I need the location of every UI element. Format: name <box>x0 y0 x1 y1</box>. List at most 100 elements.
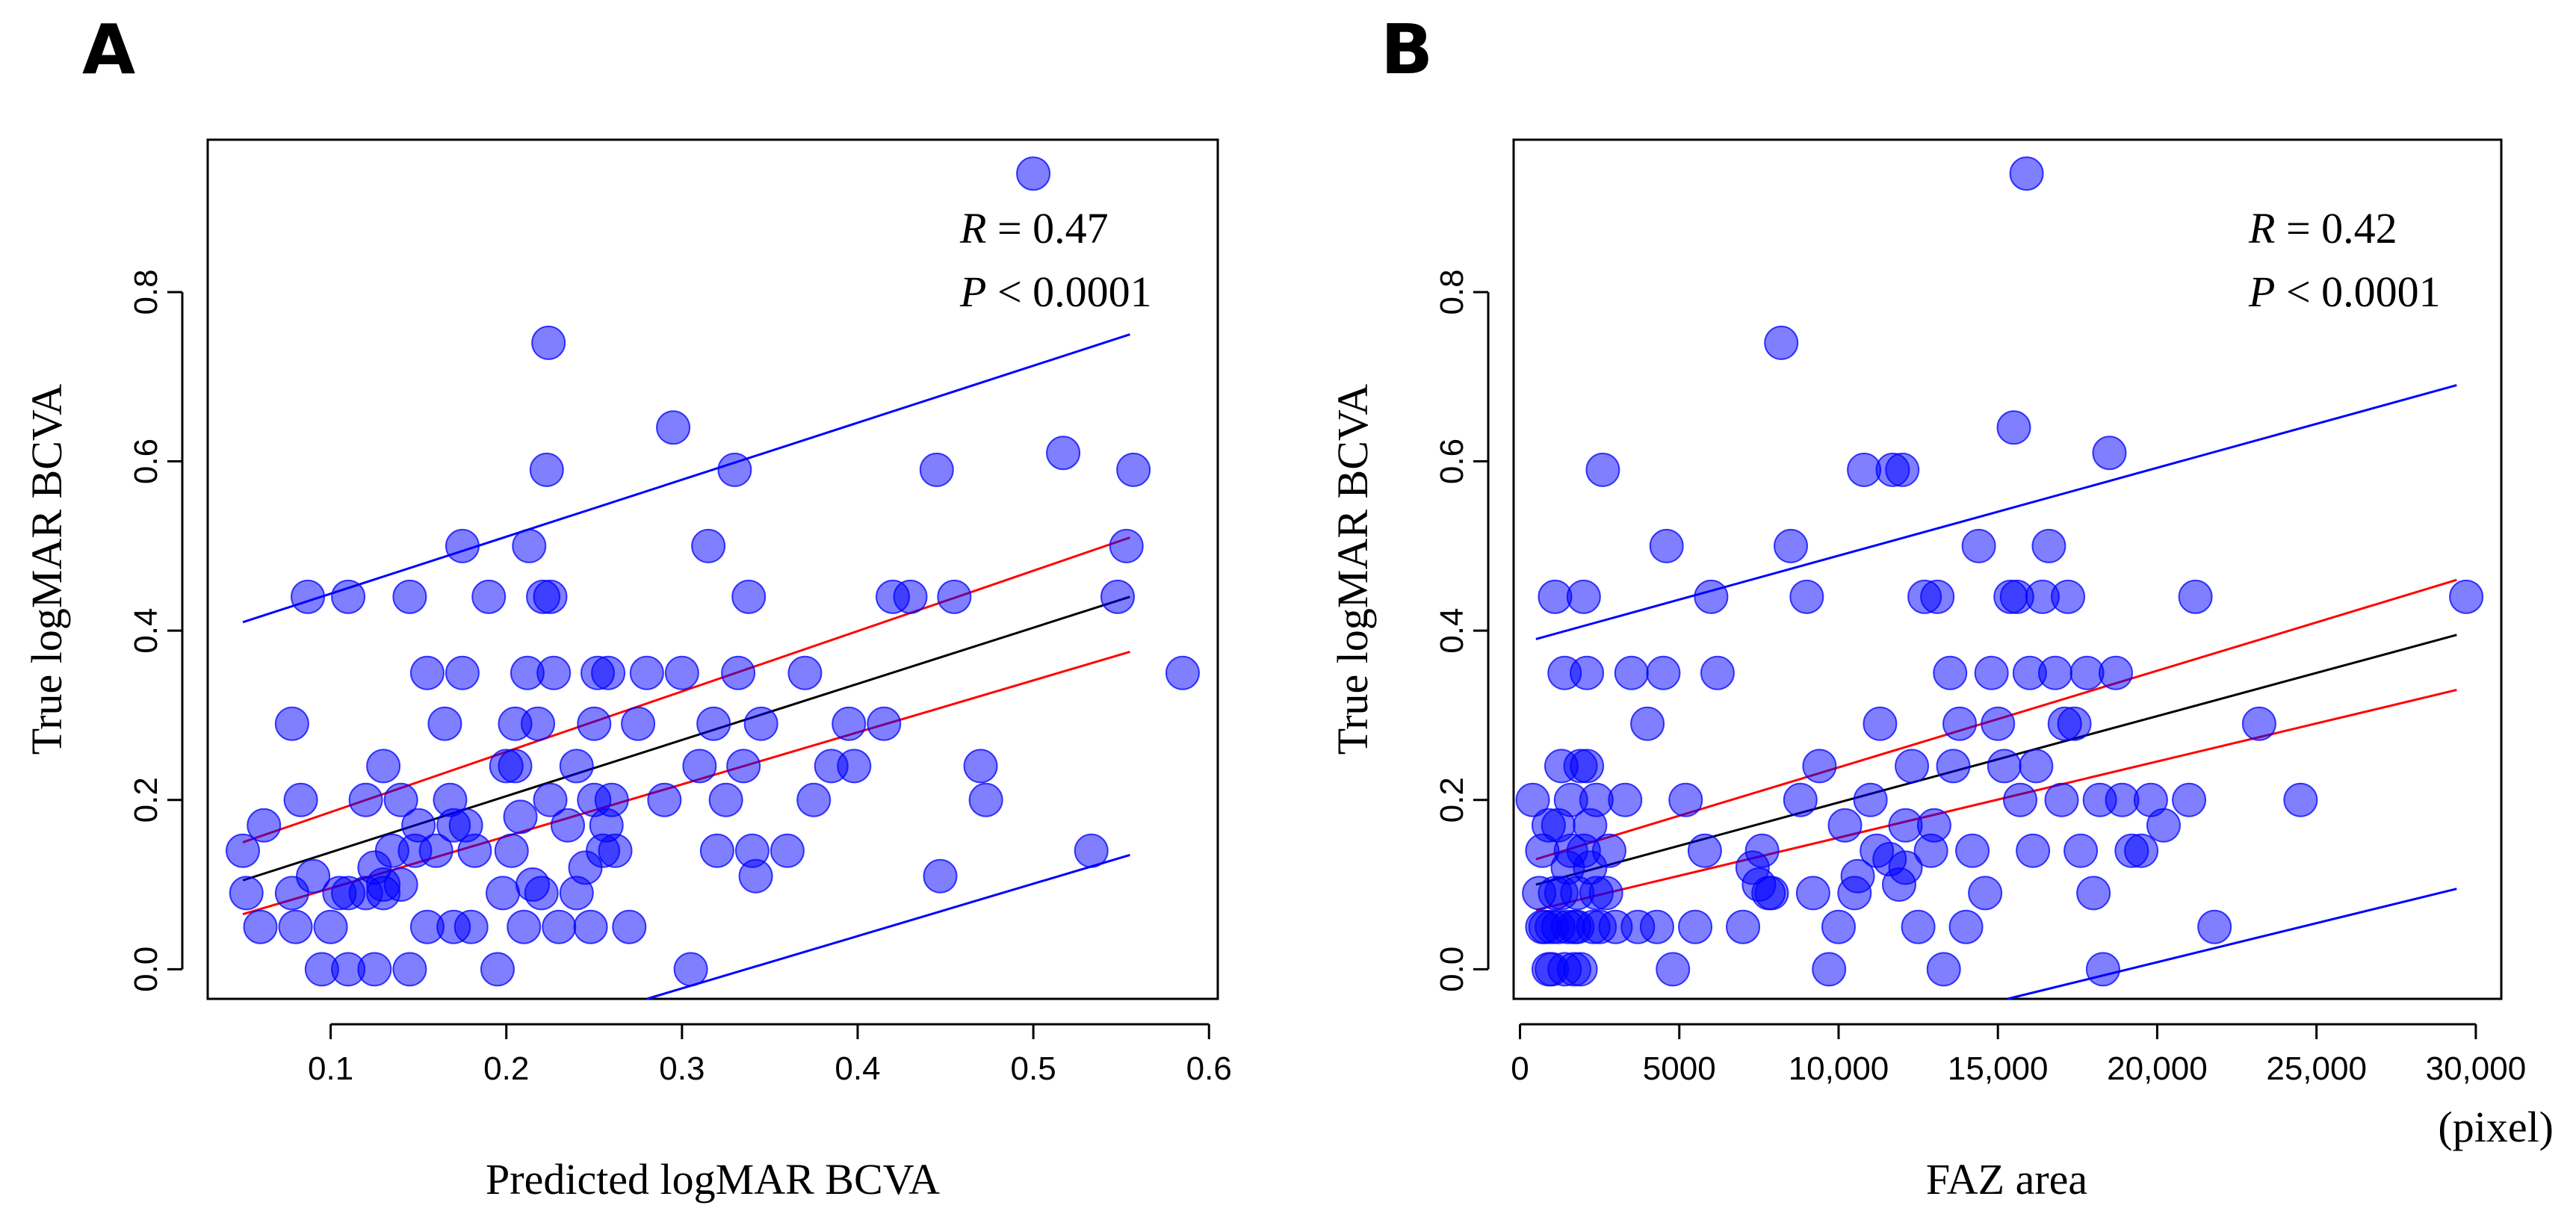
panel-a-data-point <box>512 528 547 563</box>
panel-a-data-point <box>291 579 326 614</box>
panel-b-x-tick-label: 20,000 <box>2107 1050 2208 1087</box>
panel-b-data-point <box>1700 655 1735 690</box>
panel-a-y-tick-label: 0.2 <box>128 777 164 823</box>
panel-a-data-point <box>1100 579 1135 614</box>
panel-a-data-point <box>283 782 318 817</box>
panel-b-x-unit-label: (pixel) <box>2438 1103 2554 1151</box>
panel-b-data-point <box>1853 782 1888 817</box>
panel-a-data-point <box>366 867 401 902</box>
panel-b-data-point <box>1726 909 1761 944</box>
panel-a-data-point <box>919 452 954 487</box>
panel-b-data-point <box>1741 867 1777 902</box>
panel-b-x-tick-label: 15,000 <box>1948 1050 2049 1087</box>
panel-b-data-point <box>2092 436 2127 471</box>
panel-b-data-point <box>2051 579 2086 614</box>
panel-b-data-point <box>1570 655 1605 690</box>
panel-b-x-tick-label: 10,000 <box>1789 1050 1889 1087</box>
panel-b-data-point <box>1827 808 1863 843</box>
panel-a-x-axis: 0.1 0.2 0.3 0.4 0.5 0.6 <box>308 1023 1232 1087</box>
panel-b-data-point <box>1687 833 1722 868</box>
panel-a-line-pi-upper <box>242 333 1130 624</box>
panel-b-data-point <box>2019 749 2054 784</box>
panel-b-line-pi-upper <box>1535 384 2457 640</box>
panel-b-data-point <box>2449 579 2484 614</box>
panel-a-data-point <box>436 909 471 944</box>
panel-b-regression-lines <box>1535 384 2457 1000</box>
panel-a-data-point <box>559 749 594 784</box>
panel-a-data-point <box>551 808 586 843</box>
panel-a-data-point <box>963 749 998 784</box>
panel-a-data-point <box>770 833 805 868</box>
panel-b-data-point <box>1955 833 1990 868</box>
panel-a-data-point <box>738 858 773 894</box>
panel-a-data-point <box>691 528 726 563</box>
panel-b-data-point <box>1531 952 1566 987</box>
panel-a-data-point <box>937 579 972 614</box>
panel-b-data-point <box>1942 706 1978 741</box>
panel-a-data-point <box>682 749 717 784</box>
panel-a: A 0.1 0.2 0.3 0.4 0.5 0.6 0.0 0.2 0.4 0.6 0.8 R =… <box>22 10 1232 1204</box>
panel-a-data-point <box>968 782 1003 817</box>
panel-a-data-point <box>247 808 282 843</box>
panel-b-data-point <box>1987 749 2022 784</box>
panel-a-line-fit <box>242 595 1130 882</box>
panel-a-data-point <box>832 706 867 741</box>
panel-a-data-point <box>531 325 566 360</box>
panel-b-data-point <box>2124 833 2159 868</box>
panel-b-data-point <box>2009 156 2044 191</box>
panel-a-data-point <box>401 808 436 843</box>
panel-b-data-point <box>2172 782 2207 817</box>
panel-b-data-point <box>1821 909 1856 944</box>
panel-a-data-point <box>507 909 542 944</box>
panel-a-data-point <box>418 833 453 868</box>
panel-a-data-point <box>529 452 564 487</box>
panel-b-data-point <box>1541 808 1576 843</box>
panel-a-data-point <box>348 782 383 817</box>
panel-b-data-point <box>1538 876 1573 911</box>
panel-b-data-point <box>1933 655 1968 690</box>
panel-b-data-point <box>1926 952 1961 987</box>
panel-b-line-ci-lower <box>1535 688 2457 911</box>
panel-a-x-tick-label: 0.5 <box>1011 1050 1056 1087</box>
panel-b-data-point <box>1585 452 1620 487</box>
panel-a-data-point <box>383 782 418 817</box>
panel-b-data-point <box>1961 528 1996 563</box>
panel-b-data-point <box>1656 952 1691 987</box>
panel-a-data-point <box>357 952 392 987</box>
panel-a-data-point <box>699 833 734 868</box>
panel-a-data-point <box>392 579 427 614</box>
panel-b-p-stat: P < 0.0001 <box>2248 267 2441 316</box>
panel-a-data-point <box>787 655 823 690</box>
panel-a-data-point <box>445 655 480 690</box>
panel-a-data-point <box>498 749 533 784</box>
panel-b-data-point <box>1646 655 1681 690</box>
panel-a-data-point <box>598 833 633 868</box>
panel-b-data-point <box>1885 452 1920 487</box>
panel-a-data-point <box>533 579 568 614</box>
panel-a-points <box>226 156 1200 987</box>
panel-a-data-point <box>229 876 264 911</box>
panel-a-y-tick-label: 0.0 <box>128 947 164 992</box>
panel-a-data-point <box>486 876 521 911</box>
panel-a-data-point <box>573 909 608 944</box>
panel-b-data-point <box>2197 909 2232 944</box>
panel-a-data-point <box>296 858 331 894</box>
panel-a-data-point <box>621 706 656 741</box>
panel-b-data-point <box>1570 749 1605 784</box>
panel-a-data-point <box>837 749 872 784</box>
panel-b-data-point <box>1901 909 1936 944</box>
panel-a-data-point <box>1016 156 1051 191</box>
panel-b-data-point <box>1535 909 1570 944</box>
panel-b-data-point <box>1614 655 1649 690</box>
panel-b-data-point <box>2016 833 2051 868</box>
panel-a-data-point <box>427 706 462 741</box>
panel-a-data-point <box>503 799 538 835</box>
panel-b: B 0 5000 10,000 15,000 20,000 25,000 30,000 0.… <box>1328 10 2554 1204</box>
panel-b-y-axis-title: True logMAR BCVA <box>1328 384 1377 755</box>
panel-b-data-point <box>1588 876 1623 911</box>
panel-a-data-point <box>521 706 556 741</box>
panel-a-r-stat: R = 0.47 <box>959 204 1109 253</box>
panel-b-data-point <box>2146 808 2181 843</box>
panel-b-data-point <box>1608 782 1643 817</box>
panel-b-data-point <box>2098 655 2133 690</box>
